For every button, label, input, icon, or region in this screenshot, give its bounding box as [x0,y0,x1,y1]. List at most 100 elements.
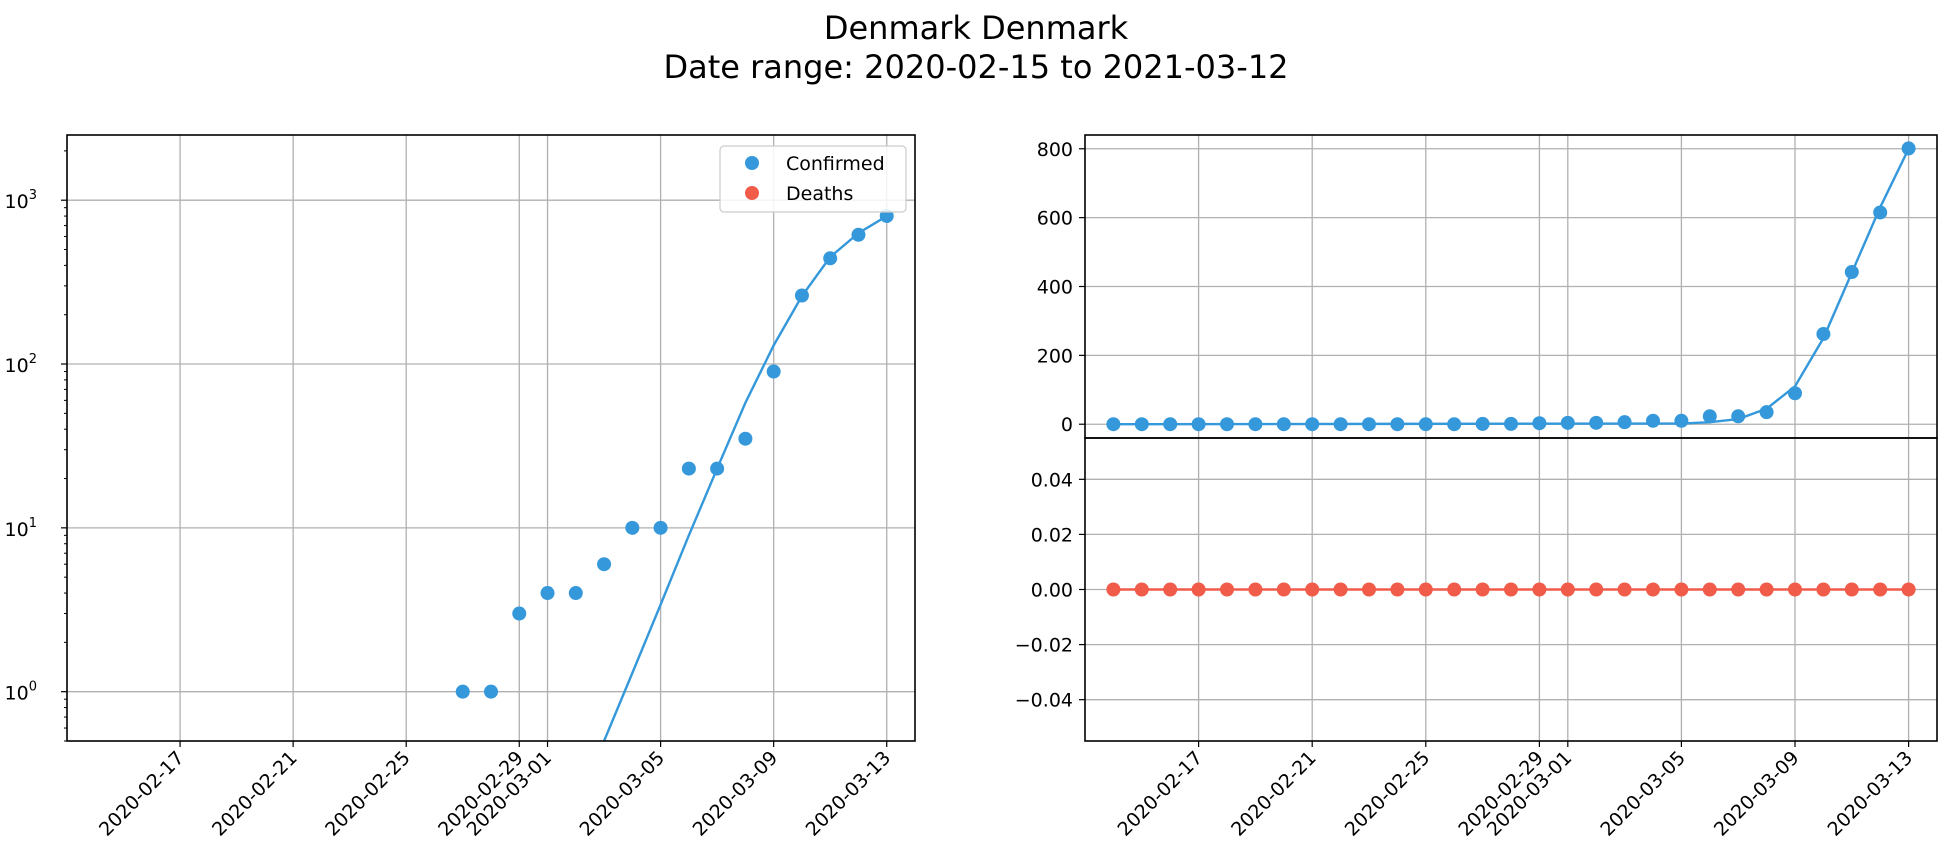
deaths-point [1816,582,1831,597]
y-tick-label: 103 [5,188,37,213]
deaths-point [1163,582,1178,597]
confirmed-point [512,606,527,621]
confirmed-point [1617,415,1632,430]
legend-marker [745,156,759,170]
confirmed-point [1276,417,1291,432]
x-tick-label: 2020-03-09 [1710,747,1804,841]
confirmed-point [1731,409,1746,424]
y-tick-label: −0.02 [1015,635,1073,657]
deaths-point [1134,582,1149,597]
x-tick-label: 2020-03-13 [802,747,896,841]
confirmed-point [1191,417,1206,432]
confirmed-fit-line [602,215,888,741]
deaths-point [1901,582,1916,597]
confirmed-point [625,520,640,535]
x-tick-label: 2020-03-05 [1596,747,1690,841]
deaths-point [1333,582,1348,597]
figure-title-line2: Date range: 2020-02-15 to 2021-03-12 [663,48,1288,86]
y-tick-label: 0.04 [1031,469,1073,491]
deaths-point [1702,582,1717,597]
confirmed-point [1390,417,1405,432]
y-tick-label: 0.02 [1031,524,1073,546]
deaths-point [1248,582,1263,597]
legend-marker [745,186,759,200]
y-tick-label: 800 [1037,139,1073,161]
legend-label: Deaths [786,183,853,205]
linear-confirmed-chart: 0 200 400 600 800 [1037,134,1938,439]
deaths-point [1674,582,1689,597]
y-tick-label: 102 [5,352,37,377]
confirmed-point [1475,416,1490,431]
y-tick-label: 200 [1037,345,1073,367]
confirmed-point [1873,205,1888,220]
confirmed-point [540,586,555,601]
deaths-point [1191,582,1206,597]
confirmed-point [1248,417,1263,432]
confirmed-point [1106,417,1121,432]
x-tick-label: 2020-02-21 [208,747,302,841]
y-tick-label: 0.00 [1031,580,1073,602]
legend-label: Confirmed [786,153,885,175]
confirmed-point [1362,417,1376,432]
deaths-point [1873,582,1888,597]
confirmed-point [681,461,696,476]
confirmed-point [597,557,612,572]
confirmed-point [851,227,866,242]
confirmed-point [794,288,809,303]
deaths-point [1418,582,1433,597]
confirmed-point [1333,417,1348,432]
y-tick-label: −0.04 [1015,690,1073,712]
y-tick-label: 101 [5,516,37,541]
deaths-point [1362,582,1376,597]
confirmed-point [823,251,838,266]
confirmed-point [1788,386,1802,401]
x-tick-label: 2020-03-05 [575,747,669,841]
deaths-point [1731,582,1746,597]
deaths-point [1646,582,1660,597]
confirmed-point [1589,415,1604,430]
x-tick-label: 2020-02-25 [1341,747,1435,841]
confirmed-point [1759,405,1774,420]
x-tick-label: 2020-03-09 [689,747,783,841]
deaths-point [1617,582,1632,597]
y-tick-label: 100 [5,680,37,705]
deaths-point [1844,582,1859,597]
x-tick-label: 2020-02-25 [321,747,415,841]
x-tick-label: 2020-03-13 [1823,747,1917,841]
confirmed-point [653,520,668,535]
confirmed-point [1702,409,1717,424]
y-tick-label: 400 [1037,277,1073,299]
confirmed-point [484,684,498,699]
deaths-point [1305,582,1320,597]
confirmed-point [1816,327,1831,342]
linear-deaths-chart: 2020-02-17 2020-02-21 2020-02-25 2020-02-29… [1015,437,1938,841]
confirmed-point [1504,416,1518,431]
confirmed-point [1901,141,1916,156]
confirmed-point [568,586,583,601]
plot-frame [1084,437,1938,742]
y-tick-label: 0 [1061,414,1073,436]
confirmed-point [1163,417,1178,432]
deaths-point [1390,582,1405,597]
confirmed-point [1305,417,1320,432]
confirmed-point [738,431,753,446]
deaths-point [1589,582,1604,597]
deaths-point [1447,582,1462,597]
deaths-point [1788,582,1802,597]
confirmed-point [1447,417,1462,432]
deaths-point [1220,582,1234,597]
log-scale-chart: 2020-02-17 2020-02-21 2020-02-25 2020-02-29… [5,134,916,841]
deaths-point [1532,582,1547,597]
legend: Confirmed Deaths [719,145,907,213]
confirmed-point [1418,417,1433,432]
deaths-point [1276,582,1291,597]
x-tick-label: 2020-02-17 [1113,747,1207,841]
confirmed-point [710,461,725,476]
confirmed-point [1134,417,1149,432]
confirmed-fit-line [1113,148,1910,426]
confirmed-point [1674,413,1689,428]
confirmed-point [455,684,470,699]
confirmed-point [766,364,781,379]
confirmed-point [1220,417,1234,432]
